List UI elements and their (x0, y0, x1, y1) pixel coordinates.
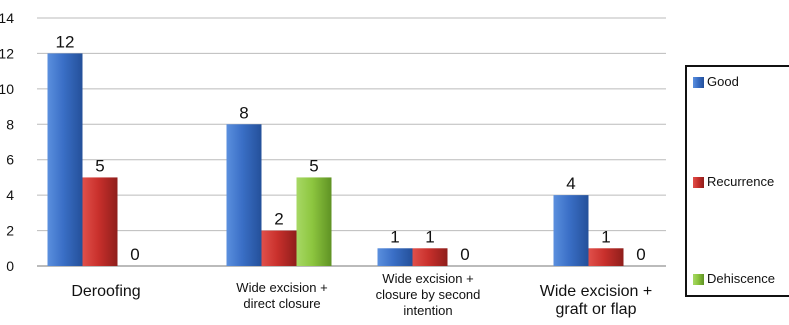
category-label-2: closure by second (376, 287, 481, 302)
grid (37, 17, 666, 267)
y-tick-label: 8 (6, 116, 14, 132)
data-label-good-2: 1 (390, 227, 399, 246)
y-tick-label: 12 (0, 45, 14, 61)
category-label-0: Deroofing (71, 283, 140, 300)
legend-swatch-good (693, 77, 704, 88)
category-label-2: Wide excision + (382, 271, 473, 286)
y-tick-label: 4 (6, 187, 14, 203)
legend-label-good: Good (707, 74, 739, 89)
category-label-1: Wide excision + (236, 280, 327, 295)
bar-recurrence-2 (412, 248, 448, 266)
data-label-good-0: 12 (56, 32, 75, 51)
category-label-1: direct closure (243, 296, 320, 311)
y-tick-label: 0 (6, 258, 14, 274)
data-label-recurrence-0: 5 (95, 156, 104, 175)
bar-recurrence-0 (82, 177, 118, 266)
legend-swatch-dehiscence (693, 274, 704, 285)
data-label-dehiscence-0: 0 (130, 245, 139, 264)
bar-recurrence-1 (261, 230, 297, 266)
legend-label-dehiscence: Dehiscence (707, 271, 775, 286)
bar-recurrence-3 (588, 248, 624, 266)
category-label-2: intention (403, 303, 452, 318)
data-label-recurrence-2: 1 (425, 227, 434, 246)
data-label-recurrence-3: 1 (601, 227, 610, 246)
category-label-3: Wide excision + (540, 283, 653, 300)
bar-good-1 (226, 124, 262, 267)
bar-good-3 (553, 195, 589, 266)
y-tick-label: 6 (6, 152, 14, 168)
data-label-dehiscence-2: 0 (460, 245, 469, 264)
bar-good-2 (377, 248, 413, 266)
bar-dehiscence-1 (296, 177, 332, 266)
legend-label-recurrence: Recurrence (707, 174, 774, 189)
y-tick-label: 2 (6, 223, 14, 239)
data-label-good-1: 8 (239, 103, 248, 122)
y-tick-label: 10 (0, 81, 14, 97)
bars (47, 53, 624, 267)
category-labels: Deroofing Wide excision +direct closureWi… (71, 271, 652, 318)
category-label-3: graft or flap (556, 301, 637, 318)
data-label-good-3: 4 (566, 174, 575, 193)
y-tick-label: 14 (0, 10, 14, 26)
legend-swatch-recurrence (693, 177, 704, 188)
legend: Good Recurrence Dehiscence (685, 65, 789, 297)
bar-good-0 (47, 53, 83, 266)
data-label-recurrence-1: 2 (274, 210, 283, 229)
data-label-dehiscence-1: 5 (309, 156, 318, 175)
data-label-dehiscence-3: 0 (636, 245, 645, 264)
y-axis: 0 2 4 6 8 10 12 14 (0, 10, 14, 274)
